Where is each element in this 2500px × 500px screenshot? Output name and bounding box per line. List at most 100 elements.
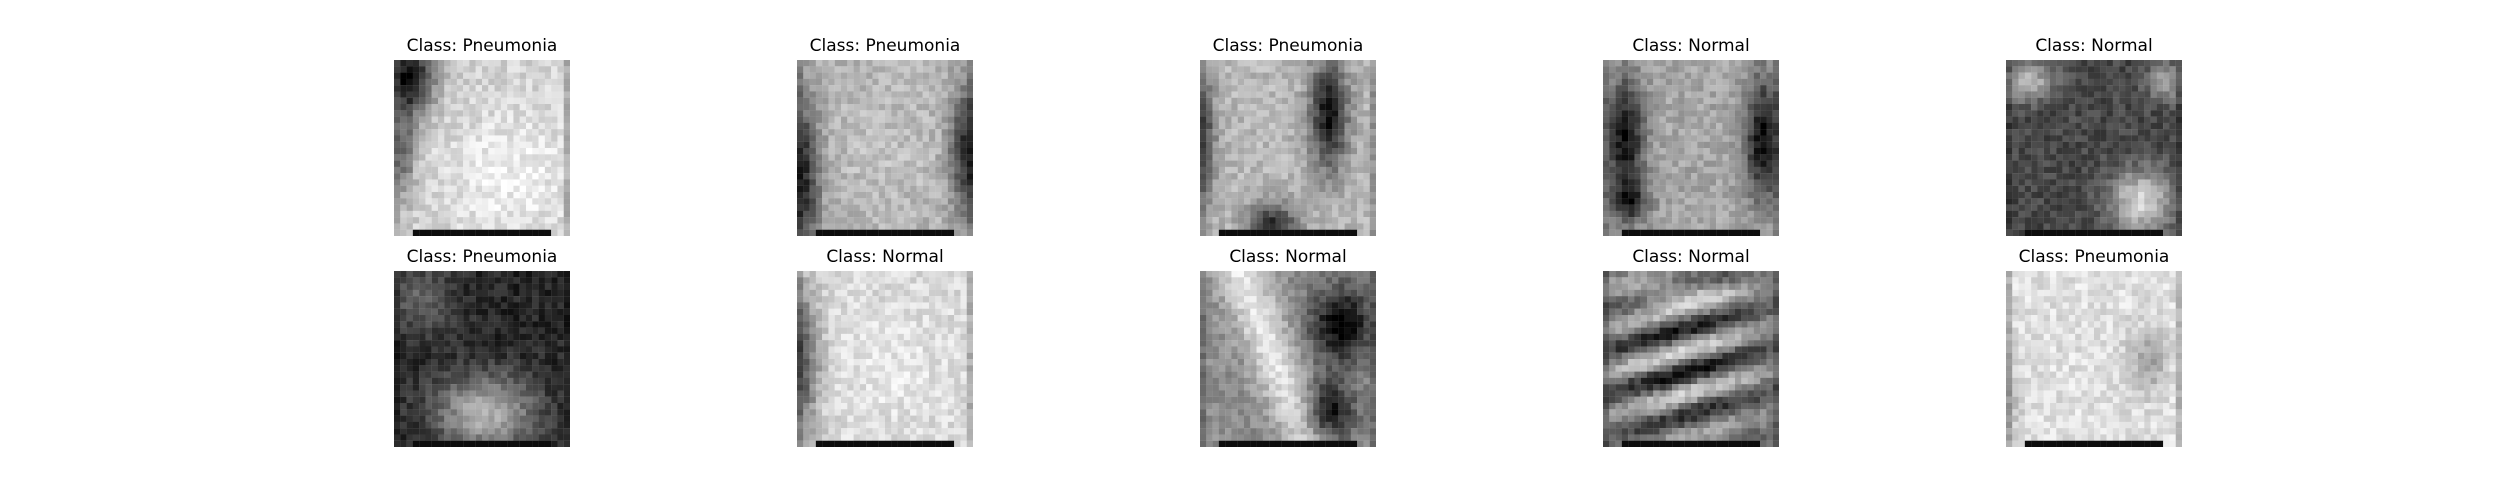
pixel (1344, 185, 1351, 193)
pixel (903, 110, 911, 117)
pixel (954, 166, 961, 174)
pixel (431, 78, 439, 86)
pixel (1691, 217, 1698, 224)
pixel (456, 229, 464, 236)
pixel (966, 289, 973, 297)
pixel (2050, 141, 2057, 149)
pixel (1697, 72, 1704, 79)
pixel (797, 116, 804, 123)
pixel (1244, 204, 1251, 211)
pixel (513, 85, 520, 92)
pixel (1709, 223, 1717, 230)
pixel (1244, 173, 1251, 180)
pixel (475, 377, 483, 385)
pixel (960, 66, 967, 73)
pixel (1363, 223, 1370, 230)
pixel (1275, 223, 1282, 230)
pixel (1262, 141, 1270, 149)
pixel (544, 371, 552, 378)
pixel (394, 377, 401, 385)
pixel (2075, 60, 2082, 67)
pixel (1766, 198, 1773, 205)
pixel (406, 384, 413, 391)
pixel (394, 129, 401, 136)
pixel (400, 204, 407, 211)
pixel (2037, 210, 2044, 218)
pixel (2125, 148, 2132, 155)
pixel (1653, 141, 1660, 149)
pixel (2056, 229, 2063, 236)
pixel (406, 377, 413, 385)
pixel (828, 217, 835, 224)
pixel (891, 154, 898, 161)
pixel (2119, 135, 2126, 142)
pixel (1772, 179, 1779, 186)
pixel (1300, 223, 1307, 230)
pixel (1237, 198, 1245, 205)
pixel (960, 179, 967, 186)
pixel (1647, 91, 1654, 98)
pixel (1672, 141, 1679, 149)
pixel (1200, 141, 1207, 149)
pixel (544, 384, 552, 391)
pixel (797, 122, 804, 130)
pixel (2100, 192, 2107, 199)
pixel (2050, 148, 2057, 155)
pixel (1206, 173, 1213, 180)
pixel (916, 66, 923, 73)
pixel (475, 390, 483, 397)
pixel (475, 66, 483, 73)
pixel (1288, 122, 1295, 130)
pixel (916, 204, 923, 211)
pixel (2018, 122, 2025, 130)
pixel (1344, 210, 1351, 218)
pixel (891, 179, 898, 186)
pixel (419, 440, 426, 447)
pixel (960, 302, 967, 309)
pixel (406, 390, 413, 397)
pixel (1741, 223, 1748, 230)
pixel (1659, 204, 1666, 211)
pixel (425, 91, 432, 98)
pixel (500, 302, 508, 309)
pixel (1300, 173, 1307, 180)
pixel (394, 352, 401, 360)
pixel (488, 440, 495, 447)
pixel (1735, 210, 1742, 218)
pixel (456, 283, 464, 290)
pixel (922, 223, 930, 230)
pixel (1703, 97, 1710, 105)
pixel (1313, 60, 1320, 67)
pixel (922, 129, 930, 136)
pixel (507, 192, 514, 199)
pixel (563, 91, 570, 98)
pixel (519, 110, 527, 117)
pixel (475, 440, 483, 447)
pixel (822, 154, 829, 161)
pixel (954, 72, 961, 79)
pixel (1357, 160, 1364, 167)
pixel (438, 223, 445, 230)
pixel (1697, 135, 1704, 142)
pixel (1766, 116, 1773, 123)
pixel (822, 135, 829, 142)
pixel (513, 154, 520, 161)
pixel (500, 160, 508, 167)
pixel (2144, 141, 2151, 149)
pixel (1609, 97, 1616, 105)
pixel (1200, 122, 1207, 130)
pixel (406, 346, 413, 353)
pixel (834, 166, 842, 174)
pixel (463, 116, 470, 123)
pixel (1218, 154, 1226, 161)
pixel (866, 78, 873, 86)
pixel (2075, 198, 2082, 205)
pixel (966, 198, 973, 205)
pixel (1753, 204, 1761, 211)
pixel (1659, 185, 1666, 193)
pixel (1621, 204, 1629, 211)
pixel (532, 327, 539, 334)
pixel (1262, 173, 1270, 180)
pixel (450, 198, 457, 205)
pixel (1747, 85, 1754, 92)
